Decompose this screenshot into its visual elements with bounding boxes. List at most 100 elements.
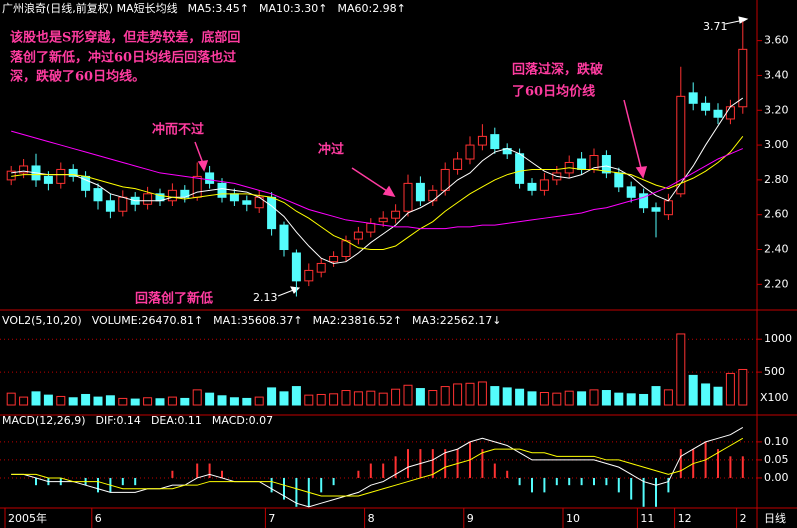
volume-bar <box>626 393 636 406</box>
candle-body <box>341 240 351 257</box>
x-tick-label: 11 <box>640 512 654 525</box>
volume-bar <box>180 397 190 406</box>
volume-bar <box>192 389 202 406</box>
ma-line <box>11 130 743 230</box>
volume-bar <box>316 393 326 406</box>
candle-body <box>725 106 735 120</box>
period-label: 日线 <box>764 511 786 525</box>
candle-body <box>527 182 537 191</box>
y-tick-label: 0.00 <box>764 471 789 484</box>
volume-bar <box>81 393 91 406</box>
volume-bar <box>651 386 661 406</box>
candle-body <box>229 193 239 202</box>
candle-body <box>304 269 314 282</box>
candle-body <box>192 175 202 198</box>
volume-bar <box>217 395 227 406</box>
candle-body <box>105 200 115 212</box>
volume-bar <box>477 381 487 406</box>
candle-body <box>713 109 723 118</box>
volume-bar <box>428 390 438 406</box>
y-tick-label: 2.40 <box>764 243 789 256</box>
candle-body <box>366 222 376 233</box>
volume-bar <box>725 372 735 406</box>
volume-bar <box>105 395 115 406</box>
candle-body <box>43 175 53 184</box>
ma-line <box>11 437 744 497</box>
header-label: MA1:35608.37↑ <box>213 314 302 327</box>
volume-bar <box>31 391 41 406</box>
header-label: MACD:0.07 <box>212 414 273 427</box>
y-tick-label: 0.10 <box>764 435 789 448</box>
candle-body <box>539 179 549 191</box>
header-label: MA10:3.30↑ <box>259 2 327 15</box>
volume-bar <box>329 393 339 406</box>
candle-body <box>440 168 450 191</box>
candle-body <box>639 193 649 209</box>
volume-bar <box>304 394 314 406</box>
header-label: VOL2(5,10,20) <box>2 314 82 327</box>
volume-bar <box>130 398 140 406</box>
ma-line <box>11 427 744 508</box>
volume-bar <box>6 392 16 406</box>
y-tick-label: 2.80 <box>764 173 789 186</box>
candle-body <box>676 95 686 195</box>
volume-bar <box>601 390 611 406</box>
candle-body <box>577 158 587 170</box>
ma-line <box>11 136 744 251</box>
header-label: MA2:23816.52↑ <box>313 314 402 327</box>
volume-bar <box>353 391 363 406</box>
x-tick-label: 8 <box>368 512 375 525</box>
candle-body <box>329 255 339 263</box>
volume-bar <box>614 392 624 406</box>
candle-body <box>279 224 289 251</box>
volume-bar <box>167 396 177 406</box>
candle-body <box>143 193 153 205</box>
y-tick-label: 3.20 <box>764 103 789 116</box>
candle-body <box>291 252 301 282</box>
volume-bar <box>527 391 537 406</box>
volume-bar <box>403 384 413 406</box>
candle-body <box>242 200 252 205</box>
annotation: 冲过 <box>318 142 344 158</box>
candle-body <box>465 144 475 160</box>
candle-body <box>601 155 611 174</box>
volume-bar <box>155 398 165 406</box>
annotation: 落创了新低，冲过60日均线后回落也过 <box>10 50 236 66</box>
candle-body <box>415 182 425 202</box>
x-tick-label: 10 <box>566 512 580 525</box>
volume-bar <box>564 390 574 406</box>
header-label: MA60:2.98↑ <box>337 2 405 15</box>
candle-body <box>663 200 673 216</box>
annotation: 回落创了新低 <box>135 291 213 307</box>
volume-bar <box>515 388 525 406</box>
volume-bar <box>254 396 264 406</box>
price-arrows <box>277 16 749 297</box>
annotation-arrows <box>194 99 648 198</box>
candle-body <box>651 207 661 212</box>
x-tick-label: 6 <box>95 512 102 525</box>
candle-body <box>738 48 748 108</box>
header-label: MA5:3.45↑ <box>188 2 249 15</box>
annotation: 该股也是S形穿越，但走势较差，底部回 <box>10 30 240 46</box>
header-label: MACD(12,26,9) <box>2 414 86 427</box>
candle-body <box>515 153 525 184</box>
volume-bar <box>552 392 562 406</box>
volume-bar <box>713 386 723 406</box>
y-tick-label: 2.20 <box>764 277 789 290</box>
candle-body <box>490 134 500 150</box>
x-tick-label: 2005年 <box>8 511 47 525</box>
x-tick-label: 7 <box>268 512 275 525</box>
candle-body <box>56 168 66 184</box>
volume-bar <box>688 374 698 406</box>
volume-bar <box>589 389 599 406</box>
candle-body <box>68 168 78 177</box>
candle-body <box>217 182 227 198</box>
y-tick-label: 500 <box>764 365 785 378</box>
candle-body <box>93 188 103 202</box>
volume-bar <box>267 387 277 406</box>
annotation: 回落过深，跌破 <box>512 62 603 78</box>
price-label: 2.13 <box>253 291 278 304</box>
candle-body <box>391 210 401 219</box>
